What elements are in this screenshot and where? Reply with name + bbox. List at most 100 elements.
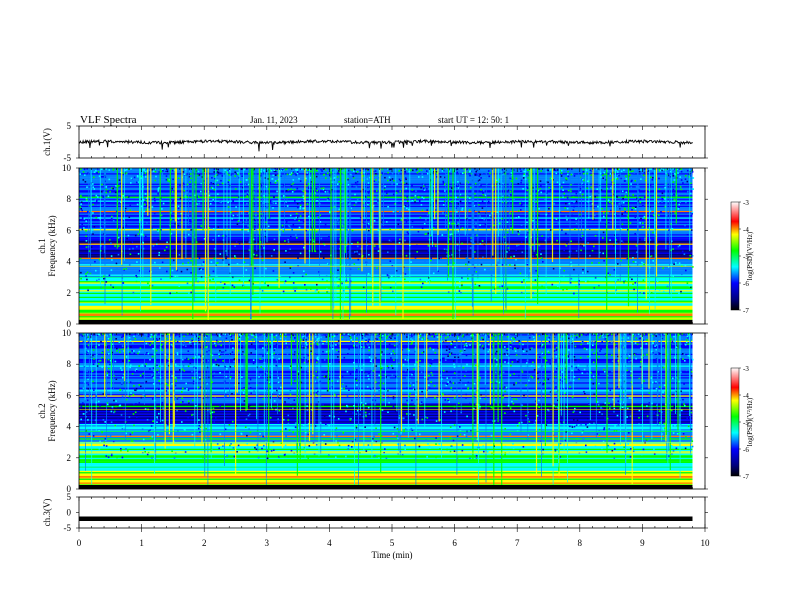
- ch1-spectrogram-speckle: [467, 277, 469, 280]
- ch2-spectrogram-speckle: [640, 388, 643, 390]
- ch2-spectrogram-speckle: [459, 430, 462, 432]
- ch2-spectrogram-speckle: [481, 337, 483, 339]
- ch1-spectrogram-speckle: [553, 202, 556, 205]
- ch1-spectrogram-speckle: [351, 243, 353, 245]
- ch2-spectrogram-speckle: [513, 373, 515, 375]
- ch2-spectrogram-speckle: [630, 360, 632, 362]
- ch2-spectrogram-speckle: [662, 391, 664, 394]
- ch2-spectrogram-speckle: [392, 350, 395, 352]
- ch1-spectrogram-speckle: [221, 266, 223, 269]
- ch1-spectrogram-speckle: [329, 192, 332, 194]
- ch2-spectrogram-speckle: [458, 402, 460, 405]
- ch2-spectrogram-speckle: [205, 346, 207, 349]
- ch1-spectrogram-speckle: [583, 244, 585, 247]
- ch1-spectrogram-speckle: [227, 181, 229, 183]
- ch1-spectrogram-speckle: [459, 200, 462, 203]
- ch1-spectrogram-speckle: [232, 200, 234, 202]
- ch2-spectrogram-speckle: [309, 346, 312, 349]
- ch1-spectrogram-speckle: [493, 170, 495, 172]
- ch1-spectrogram-speckle: [235, 238, 238, 241]
- ch2-spectrogram-speckle: [511, 400, 513, 403]
- ch1-spectrogram-speckle: [316, 216, 319, 218]
- ch2-spectrogram-speckle: [252, 345, 255, 348]
- ch1-spectrogram-speckle: [549, 189, 552, 191]
- ch1-spectrogram-speckle: [367, 222, 370, 225]
- ch1-spectrogram-band: [79, 187, 693, 189]
- ch1-spectrogram-speckle: [213, 171, 215, 173]
- ch1-spectrogram-speckle: [692, 177, 695, 179]
- ch1-spectrogram-speckle: [501, 169, 503, 171]
- ch2-spectrogram-speckle: [576, 437, 578, 440]
- ch1-spectrogram-speckle: [282, 184, 285, 186]
- ch2-spectrogram-speckle: [509, 396, 512, 398]
- ch2-spectrogram-speckle: [596, 401, 599, 403]
- ch1-spectrogram-speckle: [439, 283, 442, 286]
- ch1-spectrogram-speckle: [658, 267, 661, 270]
- ch1-spectrogram-speckle: [321, 278, 324, 281]
- ch1-spectrogram-speckle: [253, 225, 255, 227]
- ch2-spectrogram-speckle: [387, 366, 390, 369]
- ch2-spectrogram-speckle: [449, 450, 452, 453]
- ch1-spectrogram-speckle: [664, 206, 667, 208]
- ch1-spectrogram-speckle: [541, 235, 543, 237]
- ch1-spectrogram-speckle: [474, 192, 476, 195]
- ch1-spectrogram-speckle: [461, 283, 463, 286]
- ch2-spectrogram-speckle: [155, 349, 158, 352]
- ch1-spectrogram-speckle: [362, 286, 365, 289]
- ch1-spectrogram-speckle: [334, 202, 336, 205]
- ch2-spectrogram-speckle: [627, 338, 630, 341]
- ch2-spectrogram-speckle: [117, 367, 119, 369]
- ch2-spectrogram-speckle: [427, 384, 430, 386]
- ch2-spectrogram-speckle: [548, 387, 550, 390]
- ch2-spectrogram-speckle: [328, 454, 330, 456]
- ch1-spectrogram-speckle: [456, 177, 458, 180]
- ch1-spectrogram-speckle: [144, 172, 147, 174]
- ch2-spectrogram-speckle: [626, 416, 628, 418]
- ch2-spectrogram-speckle: [597, 403, 600, 406]
- ch1-spectrogram-speckle: [362, 215, 365, 217]
- ch1-spectrogram-speckle: [298, 226, 301, 229]
- ch1-spectrogram-speckle: [305, 177, 307, 180]
- ch2-spectrogram-speckle: [428, 374, 430, 377]
- ch2-spectrogram-speckle: [199, 431, 201, 433]
- ch1-spectrogram-band: [79, 209, 693, 212]
- ch2-spectrogram-band: [79, 425, 693, 427]
- ch2-spectrogram-speckle: [331, 335, 334, 338]
- ch1-spectrogram-speckle: [174, 275, 177, 277]
- ch2-spectrogram-speckle: [428, 445, 431, 448]
- ch2-spectrogram-speckle: [337, 333, 340, 335]
- ch2-spectrogram-speckle: [670, 338, 673, 340]
- ch1-spectrogram-speckle: [133, 176, 136, 179]
- ch2-spectrogram-speckle: [439, 361, 441, 363]
- ch1-spectrogram-band: [79, 223, 693, 226]
- ch1-spectrogram-speckle: [95, 200, 98, 202]
- ch2-spectrogram-speckle: [195, 405, 197, 407]
- ch1-spectrogram-speckle: [171, 211, 173, 213]
- ch1-spectrogram-speckle: [351, 244, 353, 247]
- ch2-spectrogram-speckle: [365, 338, 367, 341]
- ch2-spectrogram-speckle: [432, 333, 434, 335]
- ch1-spectrogram-speckle: [662, 267, 664, 269]
- ch2-spectrogram-speckle: [553, 404, 555, 407]
- ch2-spectrogram-speckle: [548, 337, 551, 339]
- ch1-spectrogram-speckle: [598, 184, 601, 187]
- ch2-spectrogram-band: [79, 460, 693, 462]
- ch2-spectrogram-speckle: [421, 390, 423, 393]
- ch1-spectrogram-speckle: [507, 269, 509, 271]
- ch2-spectrogram-speckle: [495, 350, 498, 353]
- ch2-spectrogram-speckle: [579, 411, 581, 414]
- ch1-spectrogram-speckle: [307, 183, 310, 185]
- ch2-spectrogram-speckle: [266, 389, 269, 391]
- ch1-spectrogram-speckle: [182, 262, 184, 265]
- ch2-spectrogram-speckle: [219, 405, 221, 407]
- ch2-spectrogram-speckle: [166, 337, 168, 340]
- ch1-spectrogram-speckle: [210, 182, 212, 184]
- ch2-spectrogram-speckle: [431, 373, 433, 375]
- ch1-spectrogram-speckle: [532, 255, 534, 257]
- ch2-spectrogram-speckle: [401, 454, 404, 456]
- ch2-spectrogram-speckle: [685, 341, 688, 343]
- ch1-spectrogram-speckle: [483, 218, 485, 221]
- ch1-spectrogram-speckle: [265, 201, 267, 203]
- ch1-spectrogram-speckle: [276, 252, 278, 255]
- ch2-spectrogram-speckle: [156, 364, 158, 367]
